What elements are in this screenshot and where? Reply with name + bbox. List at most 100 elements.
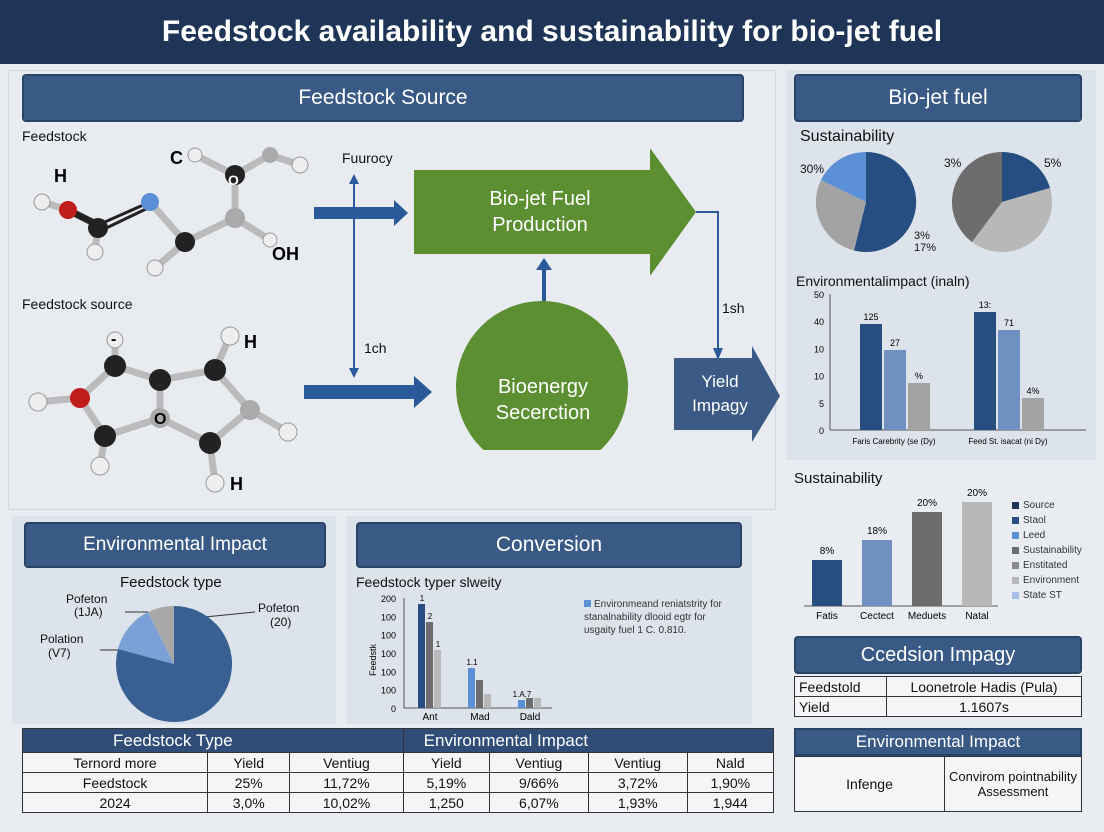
bar-value-label: 4% bbox=[1026, 386, 1039, 396]
flow-diagram bbox=[304, 148, 780, 450]
y-tick-label: 100 bbox=[381, 649, 396, 659]
x-category-label: Mad bbox=[470, 712, 489, 723]
env-impact-subtitle: Feedstock type bbox=[120, 574, 222, 591]
table-cell: 25% bbox=[207, 772, 291, 793]
x-category-label: Ant bbox=[422, 712, 437, 723]
legend-swatch bbox=[1012, 547, 1019, 554]
x-category-label: Cectect bbox=[860, 611, 894, 622]
bar bbox=[1022, 398, 1044, 430]
y-tick-label: 10 bbox=[814, 372, 824, 382]
conversion-subtitle: Feedstock typer slweity bbox=[356, 574, 502, 590]
bar-value-label: 125 bbox=[863, 312, 878, 322]
production-label: Bio-jet Fuel Production bbox=[489, 188, 591, 236]
x-category-label: Meduets bbox=[908, 611, 946, 622]
legend-item: Staol bbox=[1012, 513, 1082, 528]
legend-swatch bbox=[1012, 592, 1019, 599]
pie-label-p2: Polation bbox=[40, 632, 84, 646]
legend-item: Source bbox=[1012, 498, 1082, 513]
table-cell: 3,0% bbox=[207, 792, 291, 813]
cedsion-row: Feedstold Loonetrole Hadis (Pula) bbox=[794, 676, 1082, 697]
bar-value-label: 20% bbox=[917, 498, 937, 509]
y-tick-label: 50 bbox=[814, 290, 824, 300]
bar bbox=[484, 694, 491, 708]
sustainability-bar-chart: 8% Fatis 18% Cectect 20% Meduets 20% Natal bbox=[804, 488, 998, 622]
feedstock-type-pie bbox=[100, 605, 256, 722]
table-cell: 2024 bbox=[21, 792, 209, 813]
x-category-label: Faris Carebrity (se (Dy) bbox=[852, 437, 935, 446]
flow-label-mid: 1ch bbox=[364, 340, 387, 356]
y-tick-label: 10 bbox=[814, 344, 824, 354]
table-cell: 6,07% bbox=[489, 792, 589, 813]
env-table-left: Infenge bbox=[794, 756, 945, 812]
bottom-head-right: Environmental Impact bbox=[402, 728, 775, 753]
x-category-label: Natal bbox=[965, 611, 988, 622]
bar-value-label: 18% bbox=[867, 526, 887, 537]
column-header: Yield bbox=[207, 752, 291, 773]
column-header: Ventiug bbox=[289, 752, 404, 773]
pie1-label-3: 17% bbox=[914, 242, 937, 254]
molecule2-caption: Feedstock source bbox=[22, 296, 133, 312]
env-impact-header: Environmental Impact bbox=[24, 522, 326, 568]
y-tick-label: 40 bbox=[814, 317, 824, 327]
x-category-label: Fatis bbox=[816, 611, 838, 622]
legend-label: Environment bbox=[1023, 575, 1080, 586]
sustainability-legend: Source Staol Leed Sustainability Enstitated E… bbox=[1012, 498, 1082, 603]
atom-o2: O bbox=[154, 411, 166, 428]
env-table-right: Convirom pointnability Assessment bbox=[944, 756, 1082, 812]
flow-label-top: Fuurocy bbox=[342, 150, 393, 166]
bar-value-label: 13: bbox=[979, 300, 992, 310]
bar-value-label: 8% bbox=[820, 546, 835, 557]
page-title: Feedstock availability and sustainabilit… bbox=[0, 0, 1104, 64]
bar-value-label: 2 bbox=[428, 612, 433, 621]
cedsion-header: Ccedsion Impagy bbox=[794, 636, 1082, 674]
legend-item: Sustainability bbox=[1012, 543, 1082, 558]
bar bbox=[862, 540, 892, 606]
bar bbox=[860, 324, 882, 430]
bar-value-label: % bbox=[915, 371, 923, 381]
y-axis-label: Feedstk bbox=[368, 643, 378, 676]
bar bbox=[998, 330, 1020, 430]
bar bbox=[434, 650, 441, 708]
table-cell: 10,02% bbox=[289, 792, 404, 813]
molecule1-caption: Feedstock bbox=[22, 128, 87, 144]
legend-item: Environment bbox=[1012, 573, 1082, 588]
atom-o: O bbox=[228, 172, 239, 188]
legend-swatch bbox=[1012, 502, 1019, 509]
table-cell: 1,90% bbox=[686, 772, 775, 793]
cedsion-value: 1.1607s bbox=[886, 696, 1082, 717]
env-table-header: Environmental Impact bbox=[794, 728, 1082, 756]
bar bbox=[962, 502, 992, 606]
table-cell: 1,250 bbox=[402, 792, 491, 813]
feedstock-panel bbox=[8, 70, 776, 510]
env-table: Infenge Convirom pointnability Assessmen… bbox=[794, 756, 1082, 812]
bar bbox=[812, 560, 842, 606]
atom-c: C bbox=[170, 148, 183, 168]
column-header: Ternord more bbox=[21, 752, 209, 773]
atom-h: H bbox=[54, 166, 67, 186]
legend-label: Leed bbox=[1023, 530, 1046, 541]
y-tick-label: 100 bbox=[381, 667, 396, 677]
atom-h2: H bbox=[244, 332, 257, 352]
legend-label: Source bbox=[1023, 500, 1055, 511]
pie-charts-top bbox=[815, 151, 1052, 252]
conversion-legend: Environmeand reniatstrity for stanalnabi… bbox=[584, 598, 740, 637]
table-cell: 9/66% bbox=[489, 772, 589, 793]
yield-label: Yield Impagy bbox=[692, 372, 748, 415]
bar-value-label: 27 bbox=[890, 338, 900, 348]
y-tick-label: 5 bbox=[819, 399, 824, 409]
legend-label: State ST bbox=[1023, 590, 1062, 601]
bar bbox=[518, 700, 525, 708]
cedsion-key: Feedstold bbox=[794, 676, 887, 697]
bar bbox=[426, 622, 433, 708]
y-tick-label: 100 bbox=[381, 612, 396, 622]
legend-label: Sustainability bbox=[1023, 545, 1082, 556]
legend-swatch bbox=[1012, 517, 1019, 524]
table-row: 2024 3,0% 10,02% 1,250 6,07% 1,93% 1,944 bbox=[21, 792, 775, 813]
table-cell: 5,19% bbox=[402, 772, 491, 793]
table-cell: 11,72% bbox=[289, 772, 404, 793]
cedsion-key: Yield bbox=[794, 696, 887, 717]
bar bbox=[974, 312, 996, 430]
bar bbox=[418, 604, 425, 708]
x-category-label: Feed St. isacat (ni Dy) bbox=[968, 437, 1047, 446]
